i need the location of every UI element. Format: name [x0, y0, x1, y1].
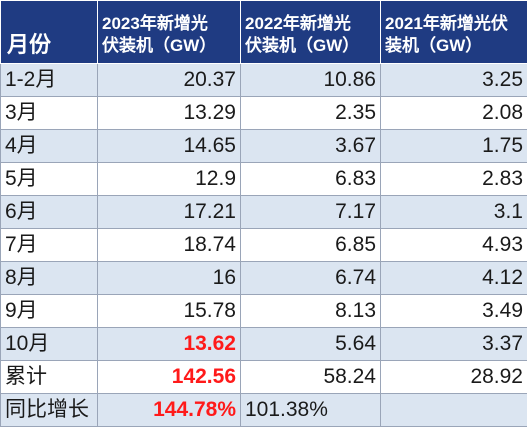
month-cell: 1-2月 [0, 63, 98, 97]
month-cell: 6月 [0, 195, 98, 229]
value-2021-cell: 4.12 [380, 261, 527, 295]
table-row: 10月 13.62 5.64 3.37 [0, 327, 527, 361]
value-2022-cell: 7.17 [240, 195, 381, 229]
value-2021-cell: 3.37 [380, 327, 527, 361]
header-2022-line1: 2022年新增光 [245, 14, 351, 33]
value-2022-cell: 10.86 [240, 63, 381, 97]
value-2021-cell: 1.75 [380, 129, 527, 163]
value-2021-cell: 2.08 [380, 96, 527, 130]
total-row: 累计 142.56 58.24 28.92 [0, 360, 527, 394]
header-2022-line2: 伏装机（GW） [245, 36, 360, 55]
value-2021-cell: 2.83 [380, 162, 527, 196]
month-cell: 9月 [0, 294, 98, 328]
header-month: 月份 [0, 0, 98, 64]
month-cell: 累计 [0, 360, 98, 394]
value-2022-cell: 58.24 [240, 360, 381, 394]
value-2023-cell: 20.37 [97, 63, 241, 97]
month-cell: 3月 [0, 96, 98, 130]
value-2021-cell: 4.93 [380, 228, 527, 262]
table-row: 6月 17.21 7.17 3.1 [0, 195, 527, 229]
value-2021-cell: 3.1 [380, 195, 527, 229]
value-2023-cell: 18.74 [97, 228, 241, 262]
value-2023-cell: 13.29 [97, 96, 241, 130]
value-2023-cell-highlighted: 144.78% [97, 393, 241, 427]
value-2023-cell: 12.9 [97, 162, 241, 196]
header-2022: 2022年新增光 伏装机（GW） [240, 0, 381, 64]
value-2022-cell: 5.64 [240, 327, 381, 361]
value-2023-cell-highlighted: 13.62 [97, 327, 241, 361]
table-row: 8月 16 6.74 4.12 [0, 261, 527, 295]
value-2021-cell: 3.25 [380, 63, 527, 97]
header-2021-line1: 2021年新增光伏 [385, 14, 508, 33]
value-2023-cell: 17.21 [97, 195, 241, 229]
value-2021-cell [380, 393, 527, 427]
value-2021-cell: 3.49 [380, 294, 527, 328]
month-cell: 10月 [0, 327, 98, 361]
value-2023-cell: 16 [97, 261, 241, 295]
header-2021: 2021年新增光伏 装机（GW） [380, 0, 527, 64]
value-2022-cell: 6.74 [240, 261, 381, 295]
month-cell: 8月 [0, 261, 98, 295]
value-2023-cell-highlighted: 142.56 [97, 360, 241, 394]
header-2023-line1: 2023年新增光 [102, 14, 208, 33]
value-2022-cell: 2.35 [240, 96, 381, 130]
table-row: 4月 14.65 3.67 1.75 [0, 129, 527, 163]
table-row: 3月 13.29 2.35 2.08 [0, 96, 527, 130]
month-cell: 4月 [0, 129, 98, 163]
header-2021-line2: 装机（GW） [385, 36, 483, 55]
yoy-growth-row: 同比增长 144.78% 101.38% [0, 393, 527, 427]
table-row: 1-2月 20.37 10.86 3.25 [0, 63, 527, 97]
value-2022-cell: 6.85 [240, 228, 381, 262]
table-row: 9月 15.78 8.13 3.49 [0, 294, 527, 328]
value-2022-cell: 101.38% [240, 393, 381, 427]
value-2022-cell: 3.67 [240, 129, 381, 163]
value-2022-cell: 6.83 [240, 162, 381, 196]
header-2023: 2023年新增光 伏装机（GW） [97, 0, 241, 64]
month-cell: 同比增长 [0, 393, 98, 427]
value-2022-cell: 8.13 [240, 294, 381, 328]
table-row: 5月 12.9 6.83 2.83 [0, 162, 527, 196]
value-2023-cell: 15.78 [97, 294, 241, 328]
month-cell: 5月 [0, 162, 98, 196]
table-row: 7月 18.74 6.85 4.93 [0, 228, 527, 262]
value-2023-cell: 14.65 [97, 129, 241, 163]
value-2021-cell: 28.92 [380, 360, 527, 394]
header-2023-line2: 伏装机（GW） [102, 36, 217, 55]
header-row: 月份 2023年新增光 伏装机（GW） 2022年新增光 伏装机（GW） 202… [0, 0, 527, 64]
month-cell: 7月 [0, 228, 98, 262]
